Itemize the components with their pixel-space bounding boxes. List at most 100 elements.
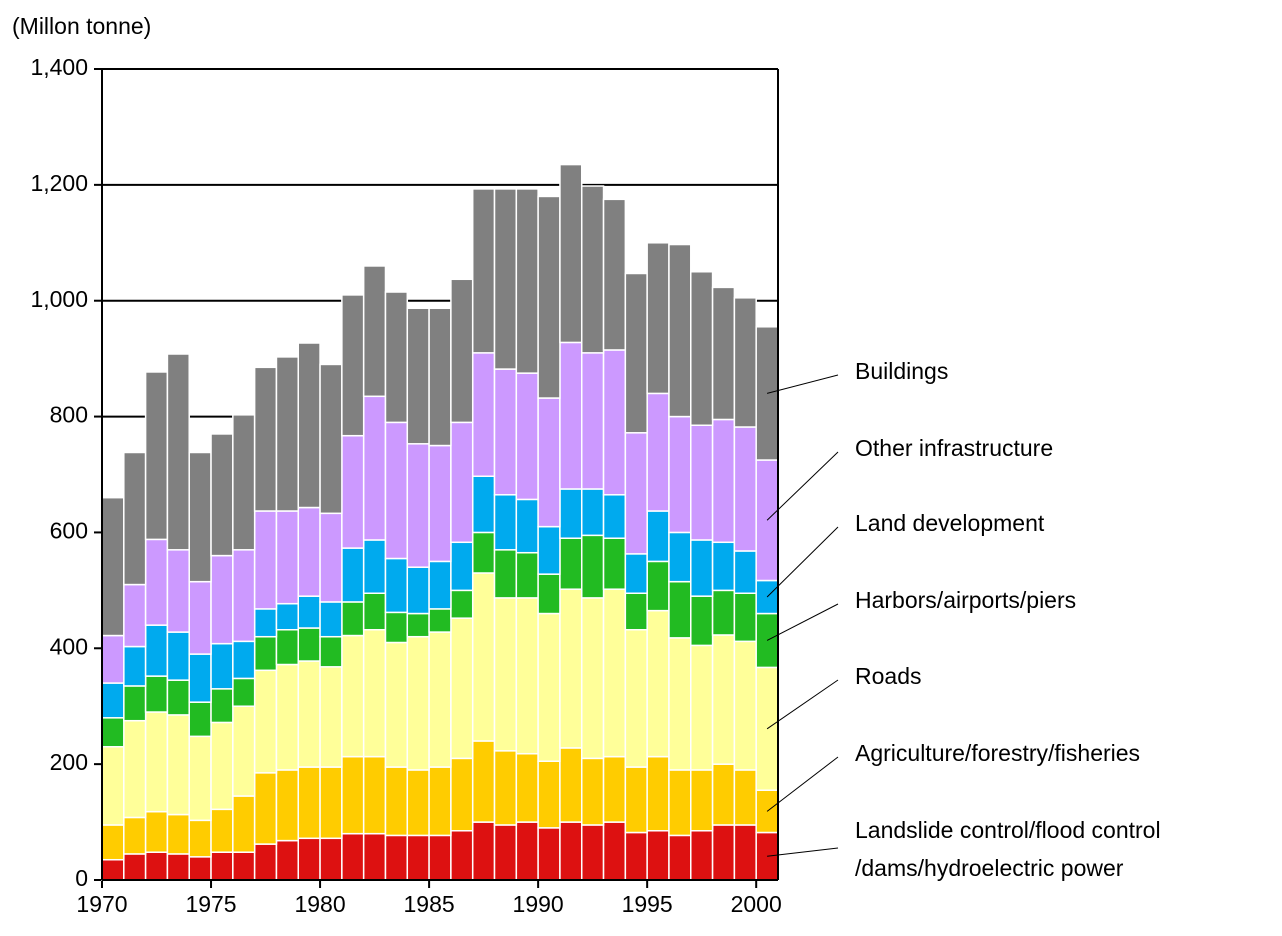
bar-segment [384,641,409,768]
bar-segment [668,834,692,881]
bar-segment [275,628,300,666]
y-tick-label: 600 [50,518,88,544]
bar-segment [166,631,190,681]
legend-label: Agriculture/forestry/fisheries [855,740,1140,766]
y-axis-label: (Millon tonne) [12,13,151,39]
bar-segment [341,832,365,881]
bar-segment [341,755,365,835]
bar-segment [493,824,518,881]
bar-segment [319,363,343,515]
bar-segment [668,637,692,771]
bar-segment [602,198,627,351]
bar-segment [253,510,278,610]
bar-segment [144,371,169,541]
bar-segment [362,265,387,398]
bar-segment [101,717,125,748]
bar-segment [341,601,365,637]
bar-segment [646,755,670,832]
bar-segment [253,635,278,672]
bar-segment [297,342,321,509]
legend-label: Land development [855,510,1045,536]
bar-segment [515,188,539,374]
bar-segment [559,537,583,590]
y-tick-label: 1,200 [30,170,88,196]
bar-segment [406,635,430,771]
bar-segment [297,766,321,840]
bar-segment [166,714,190,816]
bar-segment [428,560,452,610]
bar-segment [144,675,169,713]
bar-segment [275,510,300,605]
bar-segment [537,573,561,615]
bar-segment [341,634,365,758]
bar-segment [580,352,605,490]
bar-segment [471,572,496,742]
bar-segment [297,837,321,881]
bar-segment [668,531,692,583]
legend-label: Roads [855,663,921,689]
bar-segment [188,653,212,703]
bar-segment [733,550,757,595]
y-tick-label: 1,400 [30,54,88,80]
bar-segment [646,242,670,395]
bar-segment [493,188,518,370]
bar-segment [450,421,474,544]
bar-segment [690,769,714,832]
bar-segment [232,640,256,680]
bar-segment [668,415,692,534]
bar-segment [428,307,452,447]
bar-segment [341,434,365,549]
bar-segment [123,719,147,819]
bar-segment [123,645,147,687]
bar-segment [602,537,627,590]
bar-segment [210,808,234,853]
y-tick-label: 200 [50,749,88,775]
bar-segment [144,711,169,813]
bar-segment [319,837,343,881]
bar-segment [690,271,714,427]
bar-segment [602,494,627,539]
bar-segment [711,634,736,765]
bar-segment [406,834,430,881]
bar-segment [362,628,387,758]
bar-segment [493,597,518,752]
bar-segment [144,851,169,881]
bar-segment [101,682,125,719]
bar-segment [319,666,343,768]
bar-segment [559,588,583,749]
bar-segment [559,163,583,344]
bar-segment [733,592,757,643]
bar-segment [580,488,605,537]
x-tick-label: 2000 [731,891,782,917]
bar-segment [362,832,387,881]
x-tick-label: 1970 [76,891,127,917]
bar-segment [624,628,648,768]
bar-segment [232,549,256,643]
bar-segment [602,821,627,881]
bar-segment [188,819,212,858]
bar-segment [602,588,627,758]
bar-segment [101,634,125,684]
bar-segment [537,827,561,881]
bar-segment [690,644,714,771]
bar-segment [711,418,736,544]
bar-segment [646,609,670,758]
legend-label: Other infrastructure [855,435,1053,461]
bar-segment [275,663,300,771]
bar-segment [341,547,365,603]
bar-segment [123,816,147,855]
bar-segment [232,795,256,853]
bar-segment [188,701,212,738]
bar-segment [188,856,212,881]
bar-segment [515,498,539,554]
bar-segment [253,843,278,881]
bar-segment [580,824,605,881]
bar-segment [362,592,387,631]
bar-segment [711,589,736,636]
bar-segment [624,831,648,881]
bar-segment [711,824,736,881]
bar-segment [733,426,757,552]
bar-segment [471,740,496,823]
bar-segment [210,433,234,557]
bar-segment [275,356,300,512]
